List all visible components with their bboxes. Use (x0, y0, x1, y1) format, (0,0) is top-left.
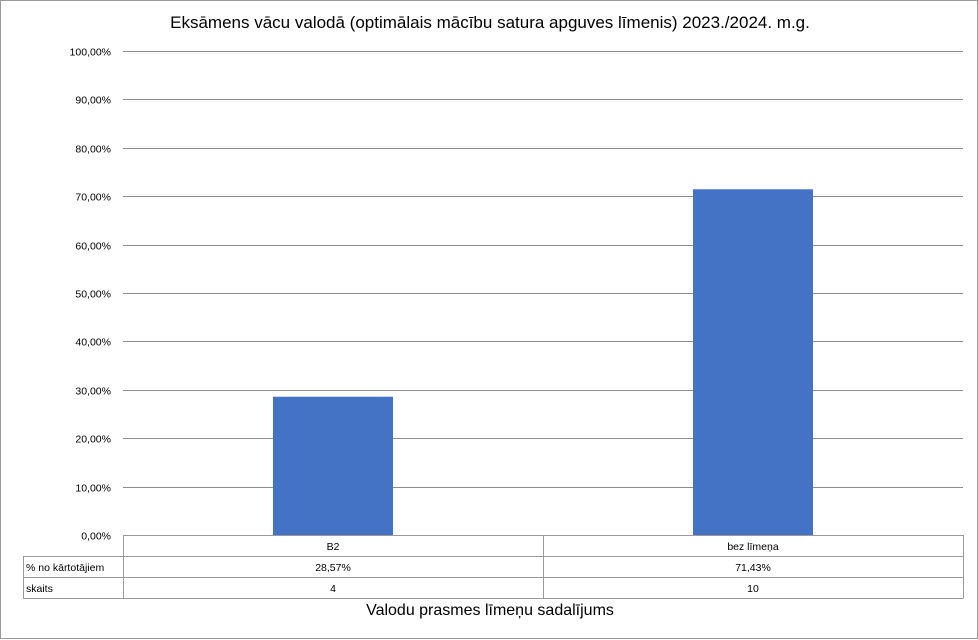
table-cell: 10 (747, 583, 759, 595)
x-axis-title: Valodu prasmes līmeņu sadalījums (366, 602, 614, 619)
table-row-label: skaits (26, 583, 53, 595)
y-tick-label: 60,00% (75, 241, 111, 253)
y-tick-label: 100,00% (70, 47, 111, 59)
y-tick-label: 0,00% (81, 531, 111, 543)
table-cell: 4 (330, 583, 336, 595)
y-tick-label: 10,00% (75, 483, 111, 495)
x-tick-label: bez līmeņa (727, 541, 779, 553)
table-cell: 71,43% (735, 562, 771, 574)
y-tick-label: 80,00% (75, 144, 111, 156)
chart-title: Eksāmens vācu valodā (optimālais mācību … (170, 13, 810, 32)
y-tick-label: 50,00% (75, 289, 111, 301)
bar-2 (693, 189, 813, 535)
bar-1 (273, 396, 393, 535)
table-row-label: % no kārtotājiem (26, 562, 104, 574)
y-tick-label: 20,00% (75, 434, 111, 446)
y-tick-label: 70,00% (75, 192, 111, 204)
y-tick-label: 30,00% (75, 386, 111, 398)
table-cell: 28,57% (315, 562, 351, 574)
y-tick-label: 40,00% (75, 337, 111, 349)
x-tick-label: B2 (327, 541, 340, 553)
y-tick-label: 90,00% (75, 95, 111, 107)
